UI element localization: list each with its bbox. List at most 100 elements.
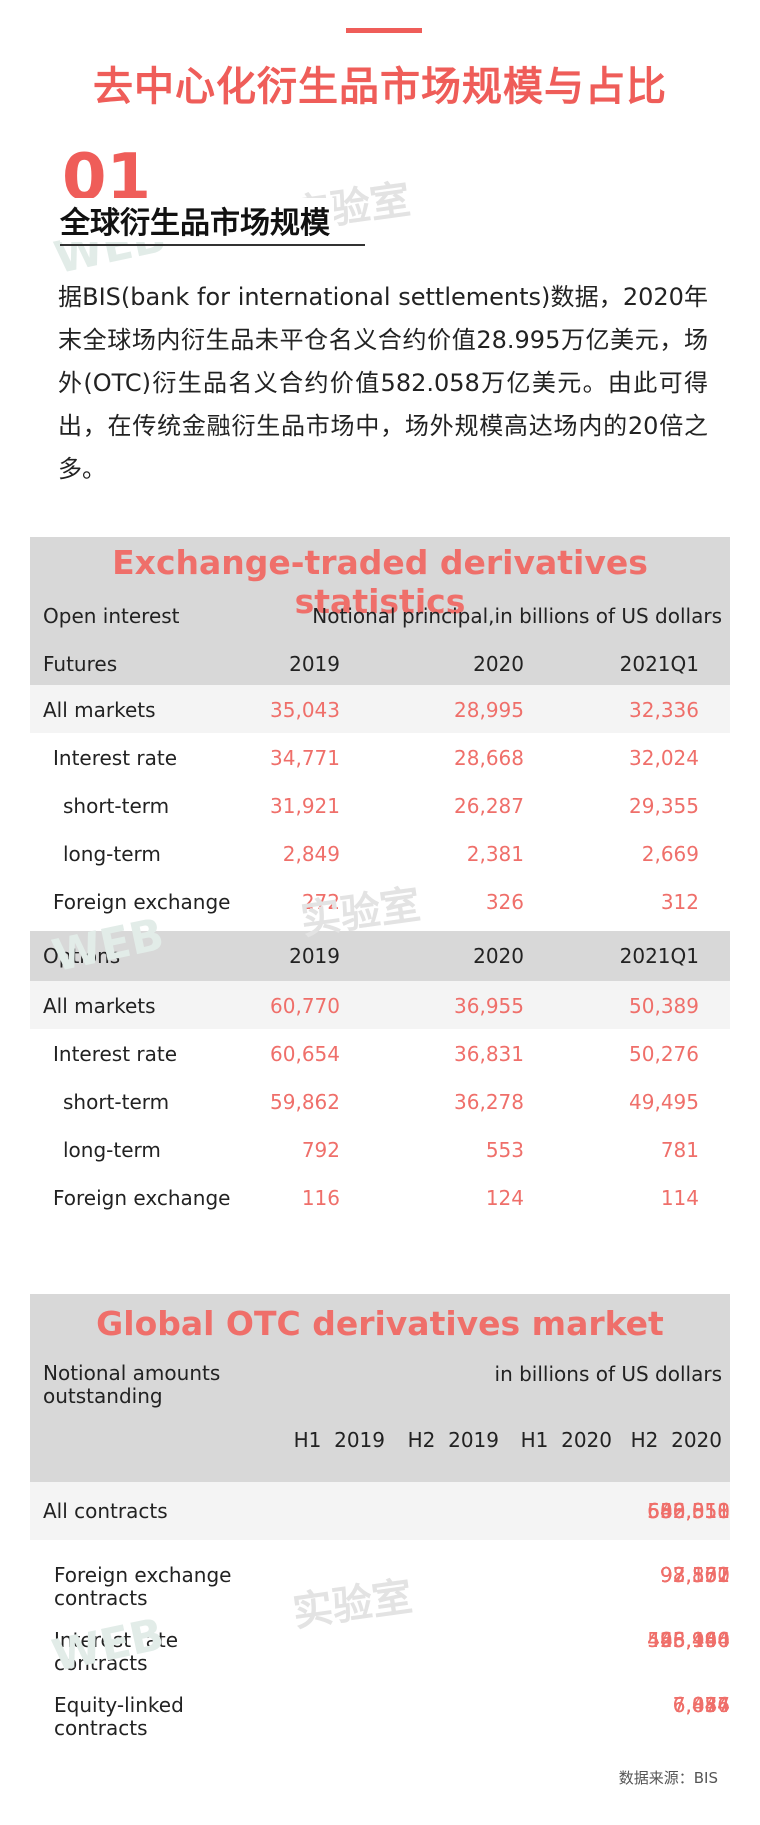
data-source: 数据来源：BIS xyxy=(618,1769,718,1787)
cell-value: 326 xyxy=(485,890,524,914)
cell-value: 28,668 xyxy=(454,746,524,770)
cell-value: 6,457 xyxy=(672,1693,730,1717)
header-line: outstanding xyxy=(43,1384,163,1408)
row-label: Foreign exchange xyxy=(53,890,231,914)
cell-value: 6,874 xyxy=(672,1693,730,1717)
cell-value: 26,287 xyxy=(454,794,524,818)
cell-value: 114 xyxy=(660,1186,699,1210)
table-row: Equity-linked contracts 7,046 6,874 6,45… xyxy=(30,1690,730,1755)
table-row: Foreign exchange 116 124 114 xyxy=(30,1173,730,1221)
otc-header-left: Notional amounts outstanding xyxy=(43,1362,220,1408)
table-row: All markets 35,043 28,995 32,336 xyxy=(30,685,730,733)
table-row: Foreign exchange 272 326 312 xyxy=(30,877,730,925)
row-label-line: contracts xyxy=(54,1651,148,1675)
row-label: Interest rate contracts xyxy=(54,1629,178,1675)
cell-value: 792 xyxy=(301,1138,340,1162)
col-header: H2 2020 xyxy=(630,1428,722,1452)
row-label: All contracts xyxy=(43,1499,168,1523)
table-row: All contracts 640,351 558,511 606,810 58… xyxy=(30,1482,730,1540)
row-label: Interest rate xyxy=(53,1042,178,1066)
cell-value: 553 xyxy=(485,1138,524,1162)
row-label: short-term xyxy=(63,1090,170,1114)
cell-value: 28,995 xyxy=(454,698,524,722)
header-line: Notional amounts xyxy=(43,1361,221,1385)
table-row: Interest rate contracts 523,960 448,966 … xyxy=(30,1625,730,1690)
futures-header-row: Futures 2019 2020 2021Q1 xyxy=(30,639,730,685)
intro-paragraph: 据BIS(bank for international settlements)… xyxy=(58,283,708,483)
section-title-underline xyxy=(60,244,365,246)
cell-value: 448,966 xyxy=(647,1628,730,1652)
row-label-line: Interest rate xyxy=(54,1628,179,1652)
cell-value: 34,771 xyxy=(270,746,340,770)
cell-value: 50,276 xyxy=(629,1042,699,1066)
col-header: 2019 xyxy=(289,652,340,676)
cell-value: 124 xyxy=(485,1186,524,1210)
col-header: 2020 xyxy=(473,944,524,968)
cell-value: 582,058 xyxy=(647,1499,730,1523)
row-label: Interest rate xyxy=(53,746,178,770)
table-row: long-term 2,849 2,381 2,669 xyxy=(30,829,730,877)
cell-value: 781 xyxy=(660,1138,699,1162)
cell-value: 466,494 xyxy=(647,1628,730,1652)
title-accent-bar xyxy=(346,28,422,33)
etd-table: Exchange-traded derivatives statistics O… xyxy=(30,537,730,1221)
table-row: Interest rate 34,771 28,668 32,024 xyxy=(30,733,730,781)
etd-header-left: Open interest xyxy=(43,604,180,628)
cell-value: 36,278 xyxy=(454,1090,524,1114)
page-title: 去中心化衍生品市场规模与占比 xyxy=(93,64,667,110)
futures-label: Futures xyxy=(43,652,118,676)
col-header: H1 2020 xyxy=(520,1428,612,1452)
etd-header-row: Open interest Notional principal,in bill… xyxy=(30,591,730,639)
table-row: Foreign exchange contracts 98,560 92,177… xyxy=(30,1560,730,1625)
row-label: All markets xyxy=(43,698,156,722)
cell-value: 640,351 xyxy=(647,1499,730,1523)
otc-header: Global OTC derivatives market Notional a… xyxy=(30,1294,730,1482)
cell-value: 523,960 xyxy=(647,1628,730,1652)
cell-value: 60,654 xyxy=(270,1042,340,1066)
row-label-line: Foreign exchange xyxy=(54,1563,232,1587)
cell-value: 92,177 xyxy=(660,1563,730,1587)
otc-header-right: in billions of US dollars xyxy=(494,1362,722,1386)
options-label: Options xyxy=(43,944,121,968)
row-label: Foreign exchange xyxy=(53,1186,231,1210)
row-label-line: contracts xyxy=(54,1586,148,1610)
etd-header-right: Notional principal,in billions of US dol… xyxy=(312,604,722,628)
table-row: Interest rate 60,654 36,831 50,276 xyxy=(30,1029,730,1077)
table-row: All markets 60,770 36,955 50,389 xyxy=(30,981,730,1029)
cell-value: 97,552 xyxy=(660,1563,730,1587)
cell-value: 60,770 xyxy=(270,994,340,1018)
row-label: All markets xyxy=(43,994,156,1018)
otc-col-headers: H1 2019 H2 2019 H1 2020 H2 2020 xyxy=(30,1428,730,1452)
col-header: 2021Q1 xyxy=(619,944,699,968)
cell-value: 272 xyxy=(301,890,340,914)
cell-value: 312 xyxy=(660,890,699,914)
otc-table: Global OTC derivatives market Notional a… xyxy=(30,1294,730,1755)
cell-value: 36,955 xyxy=(454,994,524,1018)
cell-value: 36,831 xyxy=(454,1042,524,1066)
cell-value: 29,355 xyxy=(629,794,699,818)
row-label-line: contracts xyxy=(54,1716,148,1740)
col-header: 2021Q1 xyxy=(619,652,699,676)
etd-title: Exchange-traded derivatives statistics xyxy=(112,543,648,621)
table-row: short-term 59,862 36,278 49,495 xyxy=(30,1077,730,1125)
etd-header: Exchange-traded derivatives statistics O… xyxy=(30,537,730,685)
cell-value: 7,046 xyxy=(672,1693,730,1717)
row-label: Foreign exchange contracts xyxy=(54,1564,231,1610)
cell-value: 35,043 xyxy=(270,698,340,722)
col-header: 2020 xyxy=(473,652,524,676)
table-row: long-term 792 553 781 xyxy=(30,1125,730,1173)
cell-value: 116 xyxy=(301,1186,340,1210)
table-row: short-term 31,921 26,287 29,355 xyxy=(30,781,730,829)
otc-title: Global OTC derivatives market xyxy=(96,1304,664,1343)
cell-value: 495,140 xyxy=(647,1628,730,1652)
cell-value: 50,389 xyxy=(629,994,699,1018)
col-header: 2019 xyxy=(289,944,340,968)
cell-value: 32,024 xyxy=(629,746,699,770)
cell-value: 2,669 xyxy=(641,842,699,866)
row-label: Equity-linked contracts xyxy=(54,1694,184,1740)
row-label: short-term xyxy=(63,794,170,818)
cell-value: 31,921 xyxy=(270,794,340,818)
section-title: 全球衍生品市场规模 xyxy=(60,198,334,242)
cell-value: 98,560 xyxy=(660,1563,730,1587)
col-header: H1 2019 xyxy=(293,1428,385,1452)
